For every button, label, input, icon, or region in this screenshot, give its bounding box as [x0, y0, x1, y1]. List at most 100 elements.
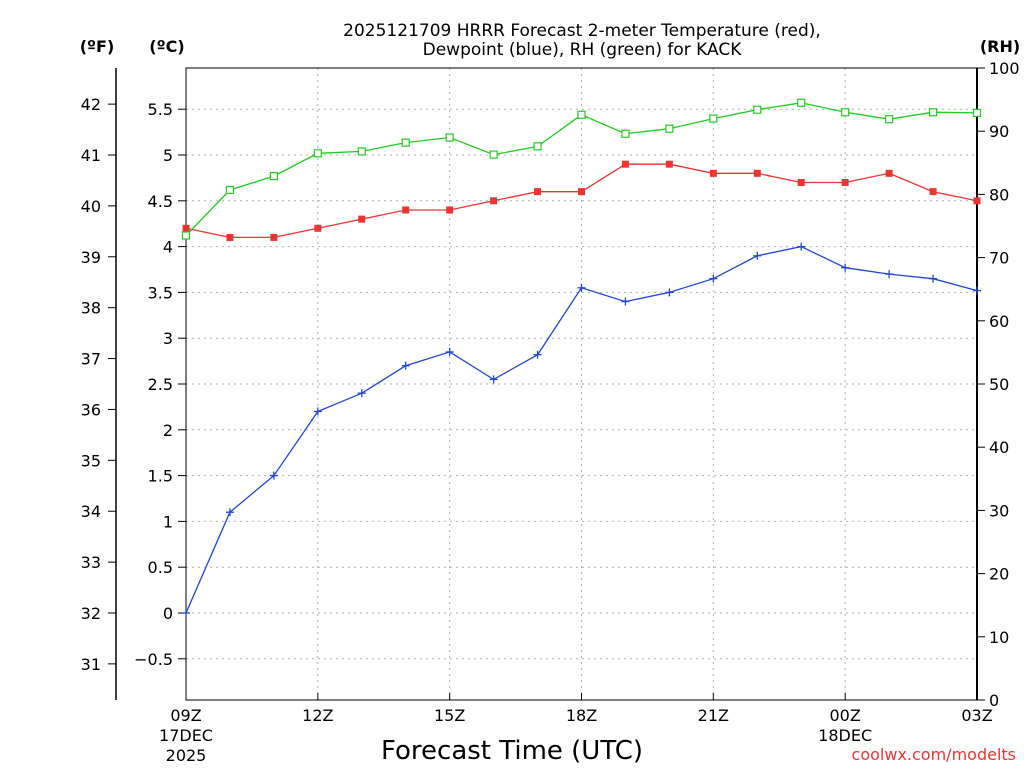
fahrenheit-tick-label: 36 [81, 400, 101, 419]
temperature-point [621, 160, 629, 168]
x-tick-label: 00Z [830, 706, 861, 725]
rh-point [577, 110, 586, 119]
rh-tick-label: 20 [989, 565, 1009, 584]
dewpoint-point [182, 608, 190, 617]
celsius-tick-label: 1 [163, 512, 173, 531]
rh-tick-label: 30 [989, 501, 1009, 520]
dewpoint-point [401, 361, 410, 370]
celsius-tick-label: 3.5 [148, 283, 173, 302]
rh-point [972, 108, 982, 117]
rh-tick-label: 0 [989, 691, 999, 710]
rh-point [709, 114, 718, 123]
celsius-tick-label: 2 [163, 421, 173, 440]
x-tick-label: 15Z [434, 706, 465, 725]
temperature-point [929, 188, 937, 196]
temperature-point [182, 224, 190, 232]
rh-tick-label: 70 [989, 249, 1009, 268]
chart-title: 2025121709 HRRR Forecast 2-meter Tempera… [343, 21, 821, 41]
rh-tick-label: 40 [989, 438, 1009, 457]
rh-tick-label: 90 [989, 122, 1009, 141]
temperature-point [446, 206, 454, 214]
x-tick-label: 21Z [698, 706, 729, 725]
rh-point [753, 105, 762, 114]
rh-point [269, 171, 278, 181]
fahrenheit-tick-label: 40 [81, 197, 101, 216]
dewpoint-point [577, 283, 586, 292]
celsius-tick-label: 4.5 [148, 192, 173, 211]
celsius-tick-label: 0.5 [148, 558, 173, 577]
data-series [181, 98, 982, 617]
fahrenheit-tick-label: 39 [81, 248, 101, 267]
dewpoint-point [753, 251, 762, 260]
dewpoint-point [929, 274, 938, 283]
x-tick-label: 18Z [566, 706, 597, 725]
x-tick-label: 03Z [961, 706, 992, 725]
dewpoint-point [841, 263, 850, 272]
celsius-tick-label: 4 [163, 238, 173, 257]
fahrenheit-tick-label: 35 [81, 451, 101, 470]
rh-tick-label: 60 [989, 312, 1009, 331]
celsius-tick-label: 1.5 [148, 467, 173, 486]
rh-tick-label: 80 [989, 185, 1009, 204]
fahrenheit-tick-label: 32 [81, 604, 101, 623]
x-tick-sublabel: 2025 [166, 746, 207, 765]
celsius-tick-label: 5 [163, 146, 173, 165]
dewpoint-point [313, 407, 322, 416]
rh-point [533, 142, 542, 151]
temperature-point [753, 169, 761, 177]
temperature-point [578, 188, 585, 196]
temperature-point [665, 160, 673, 168]
temperature-point [885, 169, 893, 177]
rh-point [797, 98, 806, 107]
chart-subtitle: Dewpoint (blue), RH (green) for KACK [423, 40, 743, 60]
temperature-point [841, 178, 849, 186]
dewpoint-point [269, 471, 278, 480]
dewpoint-point [225, 508, 234, 517]
fahrenheit-tick-label: 33 [81, 553, 101, 572]
rh-point [928, 108, 938, 117]
temperature-point [358, 215, 366, 223]
rh-point [665, 124, 674, 133]
fahrenheit-tick-label: 37 [81, 350, 101, 369]
rh-point [357, 147, 366, 156]
rh-point [225, 185, 235, 195]
dewpoint-point [885, 270, 894, 279]
rh-point [885, 115, 894, 124]
tick-labels: −0.5 0 0.5 1 1.5 2 2.5 3 3.5 4 4.5 5 5.5 31 32 33 34 35 36… [81, 59, 1020, 765]
rh-point [401, 138, 410, 147]
dewpoint-point [489, 375, 498, 384]
rh-tick-label: 50 [989, 375, 1009, 394]
celsius-unit-label: (ºC) [149, 37, 184, 56]
temperature-point [226, 233, 234, 241]
rh-point [841, 108, 850, 117]
fahrenheit-tick-label: 31 [81, 655, 101, 674]
temperature-point [402, 206, 410, 214]
celsius-tick-label: 3 [163, 329, 173, 348]
temperature-point [709, 169, 717, 177]
rh-point [313, 149, 322, 158]
dewpoint-point [709, 274, 718, 283]
dewpoint-point [445, 347, 454, 356]
celsius-tick-label: 2.5 [148, 375, 173, 394]
fahrenheit-tick-label: 34 [81, 502, 101, 521]
rh-point [621, 129, 630, 138]
x-tick-sublabel: 17DEC [159, 726, 213, 745]
dewpoint-point [533, 350, 542, 359]
celsius-tick-label: 0 [163, 604, 173, 623]
fahrenheit-tick-label: 42 [81, 95, 101, 114]
celsius-tick-label: −0.5 [134, 650, 173, 669]
temperature-point [270, 233, 278, 241]
dewpoint-point [665, 288, 674, 297]
rh-point [181, 231, 191, 240]
temperature-point [797, 178, 805, 186]
dewpoint-point [621, 297, 630, 306]
dewpoint-point [357, 389, 366, 398]
fahrenheit-tick-label: 38 [81, 299, 101, 318]
dewpoint-point [973, 286, 981, 295]
rh-unit-label: (RH) [980, 37, 1020, 56]
x-axis-title: Forecast Time (UTC) [381, 736, 643, 766]
temperature-point [490, 197, 498, 205]
grid-lines [185, 68, 978, 700]
dewpoint-point [797, 242, 806, 251]
